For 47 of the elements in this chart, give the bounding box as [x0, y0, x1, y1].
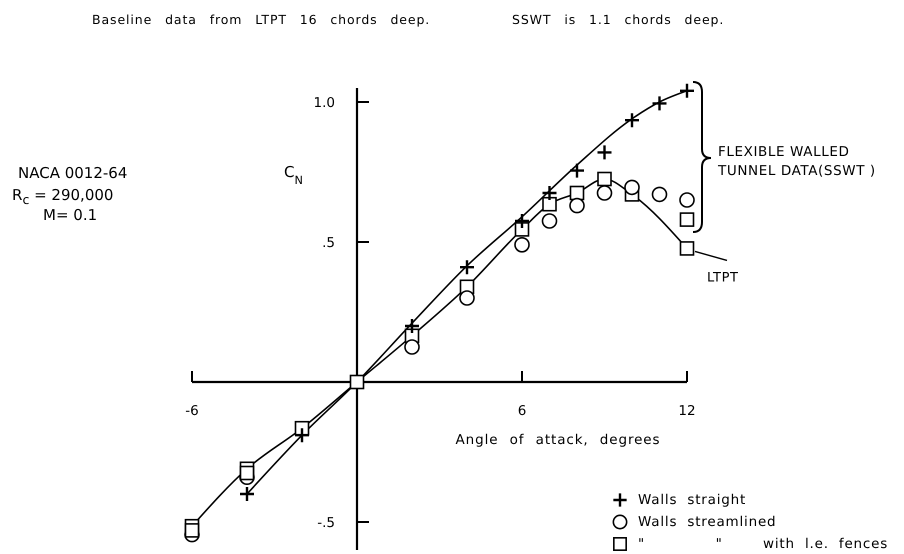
point — [596, 144, 613, 161]
text: Baseline data from LTPT 16 chords deep. — [92, 11, 430, 29]
point — [679, 192, 695, 208]
point — [514, 237, 530, 253]
point — [542, 213, 558, 229]
point — [514, 222, 530, 237]
point — [569, 198, 585, 214]
text: NACA 0012-64 — [18, 164, 128, 183]
legend-label: " " with l.e. fences — [638, 536, 888, 552]
point — [624, 180, 640, 196]
text: M= 0.1 — [43, 206, 98, 225]
text: R$_{c}$ = 290,000 — [12, 186, 114, 207]
point — [350, 374, 364, 390]
point — [651, 95, 668, 112]
y-tick-label: -.5 — [317, 515, 335, 531]
text: SSWT is 1.1 chords deep. — [512, 11, 724, 29]
x-tick-label: 6 — [518, 403, 526, 419]
point — [542, 196, 557, 212]
point — [238, 486, 256, 502]
point — [404, 318, 420, 334]
point — [652, 186, 668, 202]
x-axis-title: Angle of attack, degrees — [456, 432, 660, 448]
point — [624, 112, 640, 128]
point — [680, 212, 694, 227]
point — [459, 290, 475, 306]
point — [678, 82, 696, 99]
point — [240, 466, 254, 480]
point — [404, 339, 420, 355]
x-tick-label: 12 — [678, 403, 696, 419]
x-tick-label: -6 — [185, 403, 199, 419]
text: FLEXIBLE WALLED TUNNEL DATA(SSWT ) — [718, 143, 877, 181]
point — [570, 186, 584, 200]
point — [458, 259, 476, 276]
point — [294, 427, 310, 444]
series-label: LTPT — [707, 270, 739, 286]
point — [680, 241, 694, 256]
point — [514, 212, 530, 230]
legend-label: Walls streamlined — [638, 514, 776, 530]
point — [184, 523, 200, 538]
y-tick-label: 1.0 — [314, 95, 335, 111]
point — [597, 172, 612, 186]
legend-label: Walls straight — [638, 492, 746, 508]
point — [596, 185, 612, 201]
point — [568, 162, 586, 179]
y-tick-label: .5 — [322, 235, 335, 251]
point — [541, 184, 558, 202]
y-axis-title: C$_{N}$ — [284, 163, 303, 186]
